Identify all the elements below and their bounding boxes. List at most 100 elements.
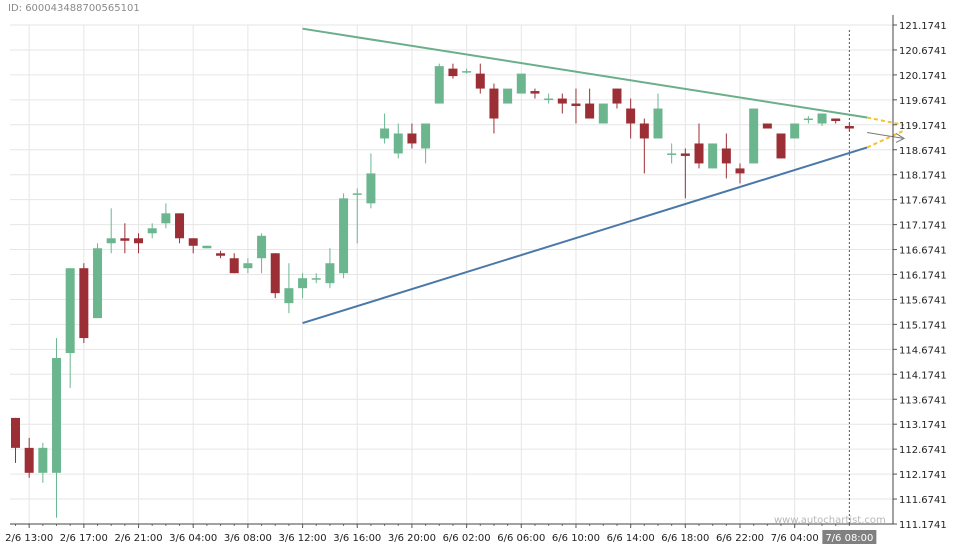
candle-bear [721, 148, 731, 164]
candle-bull [653, 108, 663, 139]
y-tick-label: 116.1741 [899, 271, 947, 282]
candle-bear [407, 133, 417, 144]
x-tick-label: 3/6 12:00 [279, 533, 327, 544]
candle-bull [462, 71, 472, 73]
candle-bull [298, 278, 308, 289]
support-trendline [302, 146, 868, 325]
candle-bear [612, 88, 622, 104]
candle-bull [544, 98, 554, 101]
projection-upper [866, 116, 905, 126]
candle-bear [448, 68, 458, 77]
y-tick-label: 111.1741 [899, 520, 947, 531]
x-tick-label: 6/6 14:00 [607, 533, 655, 544]
candle-bear [585, 103, 595, 119]
x-tick-label: 6/6 18:00 [661, 533, 709, 544]
y-tick-label: 112.1741 [899, 470, 947, 481]
candles [11, 63, 854, 518]
candle-bear [475, 73, 485, 89]
candle-bull [708, 143, 718, 169]
x-tick-label: 6/6 10:00 [552, 533, 600, 544]
y-tick-label: 115.1741 [899, 320, 947, 331]
candle-bear [270, 253, 280, 294]
candle-bull [147, 228, 157, 234]
x-tick-label: 2/6 21:00 [114, 533, 162, 544]
y-tick-label: 119.1741 [899, 121, 947, 132]
y-tick-label: 121.1741 [899, 21, 947, 32]
y-tick-label: 117.1741 [899, 221, 947, 232]
x-tick-label: 6/6 02:00 [443, 533, 491, 544]
y-tick-label: 111.6741 [899, 495, 947, 506]
candle-bull [325, 263, 335, 284]
candle-bull [434, 66, 444, 104]
candle-bear [571, 103, 581, 107]
candle-bear [188, 238, 198, 246]
candle-bear [680, 153, 690, 156]
candle-bull [243, 263, 253, 269]
candle-bull [803, 118, 813, 121]
x-tick-label: 3/6 20:00 [388, 533, 436, 544]
y-tick-label: 113.6741 [899, 395, 947, 406]
candle-bull [52, 358, 62, 473]
candle-bear [79, 268, 89, 339]
y-tick-label: 114.1741 [899, 370, 947, 381]
candle-bear [639, 123, 649, 139]
x-tick-label: 3/6 16:00 [333, 533, 381, 544]
candle-bull [257, 235, 267, 259]
candle-bull [421, 123, 431, 149]
candle-bear [776, 133, 786, 159]
candle-bull [749, 108, 759, 164]
x-tick-label: 2/6 13:00 [5, 533, 53, 544]
grid-lines [10, 24, 893, 525]
projection-arrowhead [895, 133, 906, 143]
candle-bull [380, 128, 390, 139]
candle-bull [65, 268, 75, 354]
candle-bull [393, 133, 403, 154]
candle-bear [489, 88, 499, 119]
candle-bear [831, 118, 841, 122]
y-tick-label: 117.6741 [899, 196, 947, 207]
candle-bear [626, 108, 636, 124]
y-tick-label: 115.6741 [899, 295, 947, 306]
candle-bear [24, 447, 34, 473]
candle-bull [817, 113, 827, 124]
candle-bull [106, 238, 116, 244]
candle-bear [134, 238, 144, 244]
candle-bull [38, 447, 48, 473]
highlight-time-badge [822, 530, 877, 544]
candle-bull [352, 193, 362, 195]
projection-arrow-line [867, 131, 905, 139]
y-tick-label: 120.6741 [899, 46, 947, 57]
candle-bull [790, 123, 800, 139]
axes: 121.1741 120.6741 120.1741 119.6741 119.1741… [5, 15, 947, 544]
candle-bear [557, 98, 567, 104]
x-tick-label: 3/6 08:00 [224, 533, 272, 544]
candle-bear [216, 253, 226, 256]
x-tick-label: 7/6 04:00 [771, 533, 819, 544]
y-tick-label: 118.1741 [899, 171, 947, 182]
candle-bull [516, 73, 526, 94]
watermark: www.autochartist.com [774, 515, 886, 526]
candle-bear [120, 238, 130, 241]
candle-bull [93, 248, 103, 319]
y-tick-label: 116.6741 [899, 246, 947, 257]
candle-bull [202, 245, 212, 249]
candle-bull [284, 288, 294, 304]
x-tick-label: 6/6 06:00 [497, 533, 545, 544]
y-tick-label: 114.6741 [899, 345, 947, 356]
candle-bull [311, 278, 321, 280]
resistance-trendline [302, 27, 868, 119]
candle-bear [530, 91, 540, 94]
candle-bear [229, 258, 239, 274]
candle-bull [161, 213, 171, 224]
y-tick-label: 120.1741 [899, 71, 947, 82]
x-tick-label: 3/6 04:00 [169, 533, 217, 544]
y-tick-label: 113.1741 [899, 420, 947, 431]
candle-bear [844, 126, 854, 129]
trendlines [302, 27, 906, 524]
candle-bull [667, 153, 677, 155]
candle-bull [339, 198, 349, 274]
highlight-time-label: 7/6 08:00 [825, 533, 873, 544]
candle-bear [735, 168, 745, 174]
candle-bull [598, 103, 608, 124]
